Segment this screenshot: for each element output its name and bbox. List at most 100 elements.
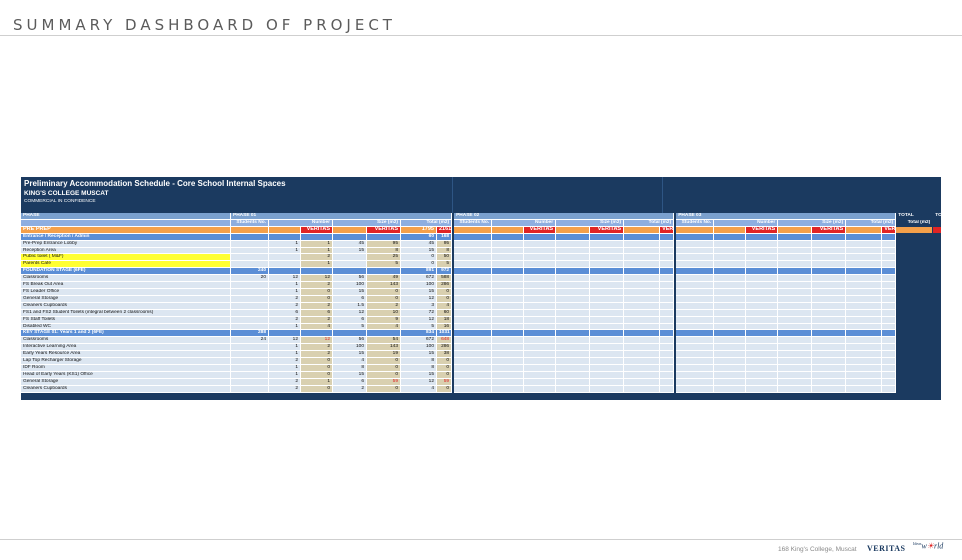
accommodation-schedule-sheet: Preliminary Accommodation Schedule - Cor… xyxy=(21,177,941,400)
table-row: Head of Early Years (KS1) Office 1 0 15 0 15 0 xyxy=(21,371,941,379)
phase-gap xyxy=(452,371,455,379)
row-students xyxy=(231,364,269,372)
section-students: 288 xyxy=(231,330,269,338)
phase-gap xyxy=(674,261,677,269)
empty-cell xyxy=(590,316,625,324)
table-row: Classrooms 24 12 12 56 54 672 648 xyxy=(21,337,941,345)
empty-cell xyxy=(454,302,493,310)
empty-cell xyxy=(746,268,779,276)
empty-cell xyxy=(492,226,525,234)
row-size-veritas: 9 xyxy=(367,316,401,324)
empty-cell xyxy=(524,344,557,352)
empty-cell xyxy=(846,302,883,310)
empty-cell xyxy=(524,240,557,248)
header-total-m2: Total (m2) xyxy=(933,219,941,227)
empty-cell xyxy=(524,261,557,269)
empty-cell xyxy=(896,247,934,255)
empty-cell xyxy=(812,330,847,338)
empty-cell xyxy=(556,330,591,338)
empty-cell xyxy=(896,371,934,379)
empty-cell xyxy=(746,282,779,289)
empty-cell xyxy=(524,233,557,241)
empty-cell xyxy=(454,378,493,386)
row-size: 100 xyxy=(333,344,367,352)
empty-cell xyxy=(896,351,934,359)
empty-cell xyxy=(660,330,675,338)
empty-cell xyxy=(896,316,934,324)
empty-cell xyxy=(933,316,941,324)
empty-cell xyxy=(556,288,591,296)
phase-gap xyxy=(674,323,677,331)
empty-cell xyxy=(778,254,813,262)
row-name: Head of Early Years (KS1) Office xyxy=(21,371,231,379)
empty-cell xyxy=(590,275,625,283)
row-size: 2 xyxy=(333,385,367,393)
empty-cell xyxy=(624,385,661,393)
header-phase-01: PHASE 01 xyxy=(231,213,453,220)
veritas-tag: VERITAS xyxy=(367,226,401,234)
phase-gap xyxy=(452,254,455,262)
empty-cell xyxy=(812,323,847,331)
row-size: 56 xyxy=(333,275,367,283)
header-total: TOTAL xyxy=(933,213,941,220)
table-row: Cleaners Cupboards 2 0 2 0 4 0 xyxy=(21,385,941,393)
empty-cell xyxy=(812,282,847,289)
row-size: 5 xyxy=(333,323,367,331)
row-total-veritas: 4 xyxy=(437,302,453,310)
table-row: General Storage 2 0 6 0 12 0 xyxy=(21,295,941,303)
table-row: FS1 and FS2 Student Toilets (integral be… xyxy=(21,309,941,317)
row-total-veritas: 0 xyxy=(437,364,453,372)
empty-cell xyxy=(269,226,301,234)
empty-cell xyxy=(624,240,661,248)
phase-gap xyxy=(452,316,455,324)
empty-cell xyxy=(714,282,747,289)
row-total-veritas: 648 xyxy=(437,337,453,345)
pre-prep-total: 2161 xyxy=(437,226,453,234)
row-size-veritas: 0 xyxy=(367,288,401,296)
phase-gap xyxy=(452,247,455,255)
section-label: Entrance / Reception / Admin xyxy=(21,233,231,241)
row-number xyxy=(269,254,301,262)
empty-cell xyxy=(492,330,525,338)
empty-cell xyxy=(676,288,715,296)
empty-cell xyxy=(301,233,333,241)
empty-cell xyxy=(676,302,715,310)
empty-cell xyxy=(556,240,591,248)
header-students: Students No. xyxy=(676,219,715,227)
row-total: 72 xyxy=(401,309,437,317)
empty-cell xyxy=(454,385,493,393)
empty-cell xyxy=(882,330,897,338)
empty-cell xyxy=(846,351,883,359)
empty-cell xyxy=(524,337,557,345)
phase-gap xyxy=(674,213,677,220)
empty-cell xyxy=(590,337,625,345)
phase-gap xyxy=(452,275,455,283)
empty-cell xyxy=(676,330,715,338)
empty-cell xyxy=(778,295,813,303)
empty-cell xyxy=(746,316,779,324)
empty-cell xyxy=(556,364,591,372)
empty-cell xyxy=(778,385,813,393)
empty-cell xyxy=(714,358,747,365)
empty-cell xyxy=(454,337,493,345)
row-students xyxy=(231,295,269,303)
empty-cell xyxy=(660,282,675,289)
empty-cell xyxy=(896,295,934,303)
empty-cell xyxy=(301,330,333,338)
phase-gap xyxy=(452,233,455,241)
row-size-veritas: 4 xyxy=(367,323,401,331)
table-row: FS Staff Toilets 2 2 6 9 12 18 xyxy=(21,316,941,324)
empty-cell xyxy=(846,309,883,317)
page-title: SUMMARY DASHBOARD OF PROJECT xyxy=(13,16,396,34)
empty-cell xyxy=(269,233,301,241)
empty-cell xyxy=(846,371,883,379)
row-total-veritas: 286 xyxy=(437,282,453,289)
empty-cell xyxy=(524,316,557,324)
empty-cell xyxy=(590,364,625,372)
empty-cell xyxy=(676,275,715,283)
empty-cell xyxy=(846,344,883,352)
empty-cell xyxy=(812,378,847,386)
row-students xyxy=(231,282,269,289)
empty-cell xyxy=(590,247,625,255)
table-row: Pre-Prep Entrance Lobby 1 1 45 95 45 95 xyxy=(21,240,941,248)
